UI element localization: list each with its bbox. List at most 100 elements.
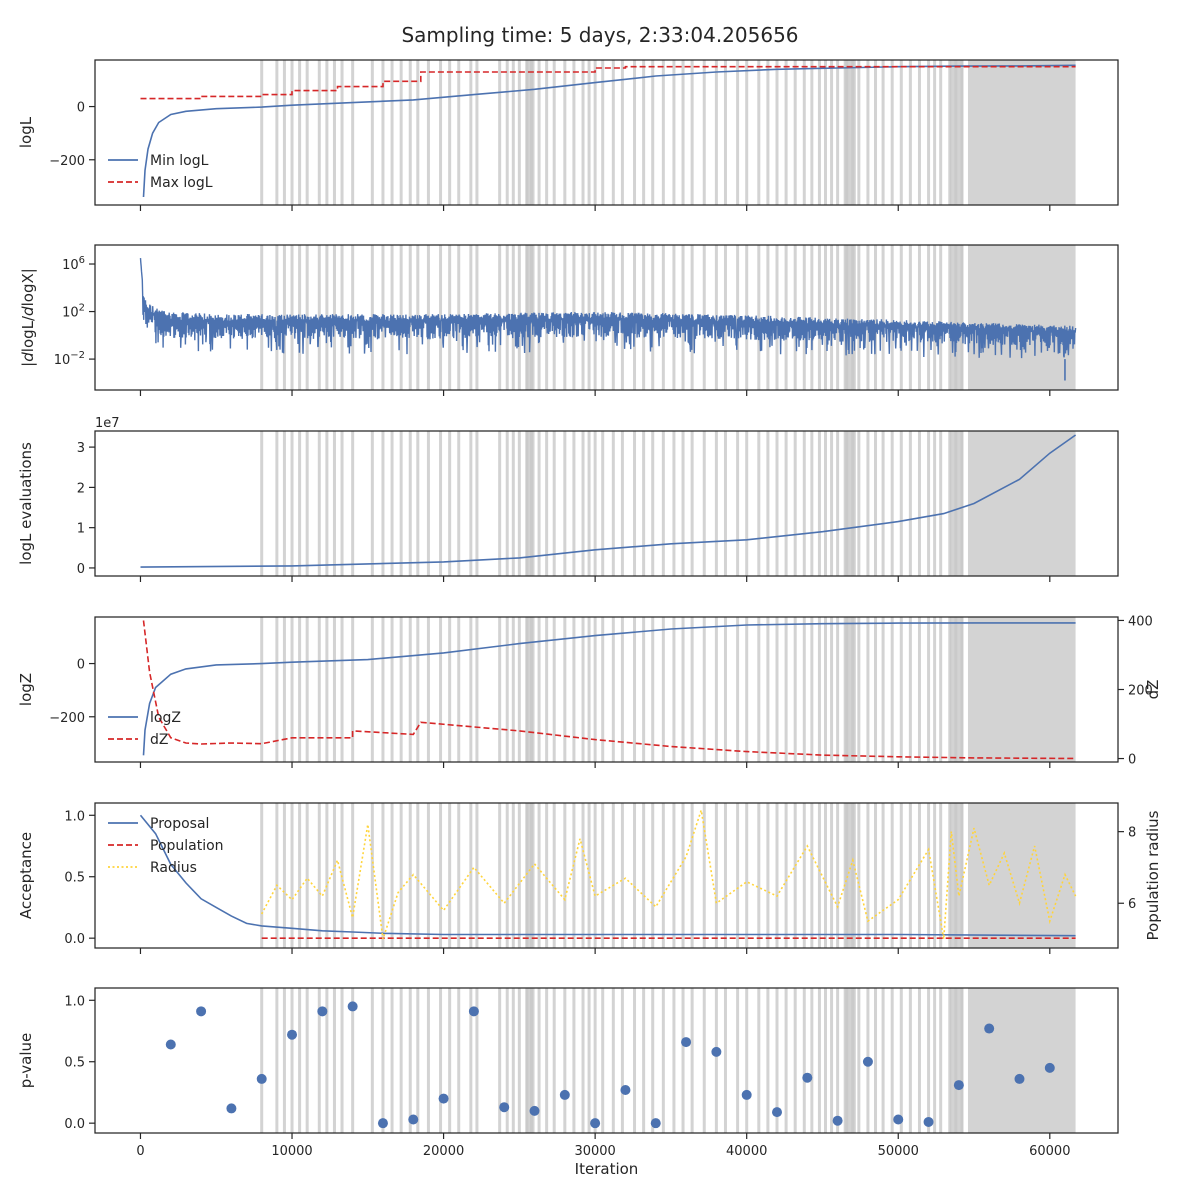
- band-line: [881, 617, 885, 762]
- band-span: [949, 245, 964, 390]
- scatter-point: [165, 1039, 176, 1050]
- band-line: [469, 617, 473, 762]
- band-line: [275, 431, 279, 576]
- band-line: [399, 431, 403, 576]
- band-line: [775, 60, 779, 205]
- x-tick-label: 40000: [726, 1144, 767, 1159]
- band-line: [399, 60, 403, 205]
- band-line: [260, 431, 264, 576]
- band-line: [305, 60, 309, 205]
- panel-5: 0.0 0.5 1.0 8 6 Acceptance Population radius Pr…: [17, 802, 1162, 954]
- band-span: [843, 988, 856, 1133]
- band-line: [298, 431, 302, 576]
- band-line: [933, 60, 937, 205]
- band-line: [830, 988, 834, 1133]
- band-line: [290, 431, 294, 576]
- band-line: [601, 431, 605, 576]
- band-line: [305, 803, 309, 948]
- band-line: [601, 988, 605, 1133]
- band-line: [830, 60, 834, 205]
- band-line: [469, 803, 473, 948]
- band-line: [766, 988, 770, 1133]
- band-line: [332, 988, 336, 1133]
- band-line: [408, 803, 412, 948]
- band-line: [305, 988, 309, 1133]
- band-line: [390, 803, 394, 948]
- band-line: [572, 988, 576, 1133]
- band-line: [757, 803, 761, 948]
- band-line: [745, 803, 749, 948]
- band-line: [866, 431, 870, 576]
- band-line: [810, 617, 814, 762]
- band-line: [390, 60, 394, 205]
- band-line: [587, 803, 591, 948]
- y2-tick-label: 0: [1128, 753, 1136, 768]
- band-line: [766, 617, 770, 762]
- x-tick-label: 20000: [423, 1144, 464, 1159]
- band-line: [511, 431, 515, 576]
- band-line: [563, 617, 567, 762]
- band-line: [933, 431, 937, 576]
- band-line: [881, 803, 885, 948]
- figure-title: Sampling time: 5 days, 2:33:04.205656: [401, 23, 798, 47]
- band-line: [908, 431, 912, 576]
- band-line: [757, 431, 761, 576]
- series-line: [140, 434, 1077, 568]
- band-line: [836, 988, 840, 1133]
- band-line: [917, 245, 921, 390]
- band-line: [823, 245, 827, 390]
- band-line: [899, 803, 903, 948]
- band-line: [874, 988, 878, 1133]
- band-line: [939, 988, 943, 1133]
- band-line: [457, 617, 461, 762]
- band-line: [723, 988, 727, 1133]
- band-line: [651, 803, 655, 948]
- band-line: [817, 988, 821, 1133]
- plot-area: [139, 245, 1077, 390]
- band-line: [681, 617, 685, 762]
- plot-area: [165, 988, 1076, 1133]
- band-line: [282, 988, 286, 1133]
- band-line: [793, 803, 797, 948]
- band-span: [967, 803, 1076, 948]
- band-line: [927, 431, 931, 576]
- band-line: [260, 803, 264, 948]
- band-line: [823, 617, 827, 762]
- band-line: [340, 431, 344, 576]
- band-line: [381, 803, 385, 948]
- band-line: [457, 988, 461, 1133]
- band-line: [672, 988, 676, 1133]
- band-line: [601, 60, 605, 205]
- band-line: [933, 803, 937, 948]
- band-line: [545, 60, 549, 205]
- band-line: [260, 60, 264, 205]
- band-line: [620, 60, 624, 205]
- panel-6: 0 10000 20000 30000 40000 50000 60000 0.0 0.5 1.0…: [17, 987, 1119, 1178]
- x-tick-label: 10000: [271, 1144, 312, 1159]
- band-line: [505, 988, 509, 1133]
- band-span: [843, 431, 856, 576]
- band-line: [830, 803, 834, 948]
- band-line: [426, 803, 430, 948]
- y-tick-label: 1: [77, 522, 85, 537]
- scatter-point: [438, 1093, 449, 1104]
- band-line: [917, 803, 921, 948]
- band-line: [475, 431, 479, 576]
- band-line: [793, 617, 797, 762]
- band-line: [642, 60, 646, 205]
- panel-3: 0 1 2 3 logL evaluations 1e7: [17, 416, 1119, 582]
- band-line: [408, 988, 412, 1133]
- x-tick-label: 60000: [1029, 1144, 1070, 1159]
- band-line: [723, 60, 727, 205]
- y-tick-label: 0.5: [64, 871, 85, 886]
- band-line: [498, 988, 502, 1133]
- band-line: [802, 803, 806, 948]
- band-line: [642, 617, 646, 762]
- band-span: [949, 431, 964, 576]
- band-line: [651, 988, 655, 1133]
- band-line: [927, 803, 931, 948]
- legend-label: dZ: [150, 732, 168, 748]
- axes-frame: [94, 987, 1119, 1134]
- band-line: [661, 431, 665, 576]
- scatter-point: [681, 1037, 692, 1048]
